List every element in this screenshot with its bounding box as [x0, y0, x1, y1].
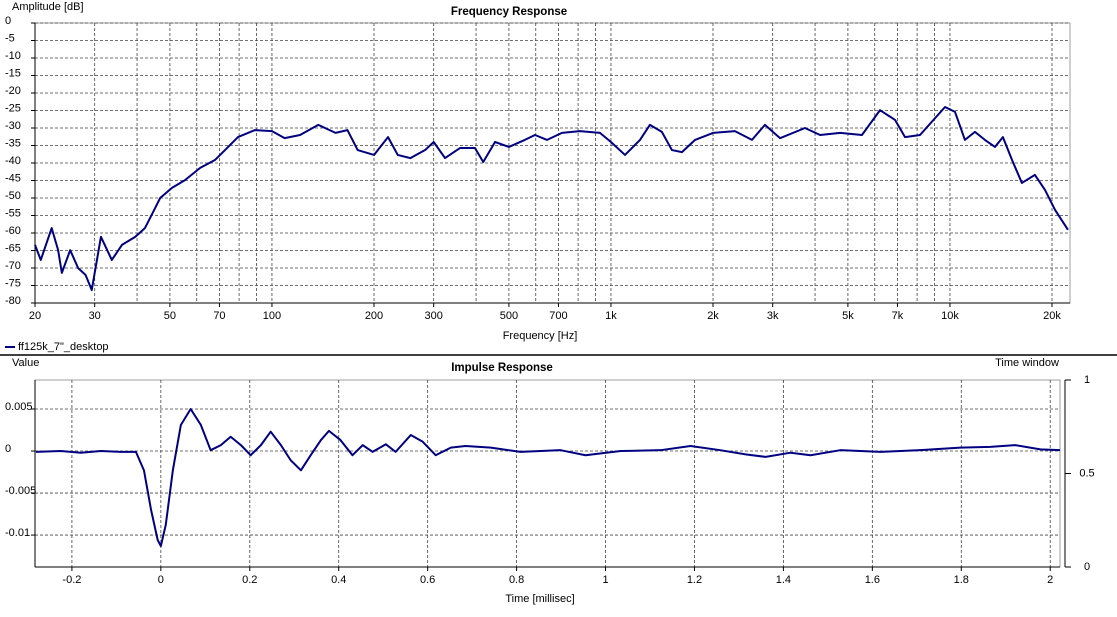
- data-line: [35, 408, 1061, 547]
- y-tick-label: -70: [5, 260, 21, 272]
- x-tick-label: -0.2: [62, 574, 81, 586]
- y-tick-label: -65: [5, 242, 21, 254]
- x-tick-label: 5k: [842, 310, 854, 322]
- y-tick-label: -60: [5, 225, 21, 237]
- y-tick-label: -0.01: [5, 527, 30, 539]
- x-tick-label: 1.2: [687, 574, 702, 586]
- plot-area: [34, 379, 1061, 568]
- x-tick-label: 0.6: [420, 574, 435, 586]
- x-tick-label: 0.4: [331, 574, 346, 586]
- y-tick-label: -50: [5, 190, 21, 202]
- chart-title: Frequency Response: [451, 6, 567, 18]
- x-tick-label: 500: [500, 310, 518, 322]
- y-tick-label: -5: [5, 32, 15, 44]
- y-tick-label: -75: [5, 277, 21, 289]
- x-tick-label: 50: [164, 310, 176, 322]
- y-tick-label: -20: [5, 85, 21, 97]
- x-tick-label: 2k: [707, 310, 719, 322]
- chart-title: Impulse Response: [451, 362, 553, 374]
- y-tick-label: -55: [5, 207, 21, 219]
- y-axis-label: Value: [12, 357, 39, 369]
- y-tick-label: -35: [5, 137, 21, 149]
- x-tick-label: 1.6: [865, 574, 880, 586]
- y-tick-label: 0: [5, 15, 11, 27]
- y2-tick-label: 0.5: [1079, 467, 1094, 479]
- x-tick-label: 300: [425, 310, 443, 322]
- x-tick-label: 10k: [941, 310, 959, 322]
- x-tick-label: 3k: [767, 310, 779, 322]
- x-tick-label: 0.8: [509, 574, 524, 586]
- y-tick-label: -25: [5, 102, 21, 114]
- x-tick-label: 0.2: [242, 574, 257, 586]
- y-axis-label: Amplitude [dB]: [12, 1, 84, 13]
- x-tick-label: 30: [89, 310, 101, 322]
- x-tick-label: 20k: [1043, 310, 1061, 322]
- x-tick-label: 700: [549, 310, 567, 322]
- y-tick-label: -80: [5, 295, 21, 307]
- x-tick-label: 7k: [892, 310, 904, 322]
- y2-axis-label: Time window: [995, 357, 1059, 369]
- x-tick-label: 70: [213, 310, 225, 322]
- y-tick-label: -10: [5, 50, 21, 62]
- y-tick-label: 0.005: [5, 401, 33, 413]
- y-tick-label: 0: [5, 443, 11, 455]
- y-tick-label: -45: [5, 172, 21, 184]
- x-tick-label: 1.8: [954, 574, 969, 586]
- y-tick-label: -40: [5, 155, 21, 167]
- y2-tick-label: 1: [1084, 374, 1090, 386]
- x-tick-label: 20: [29, 310, 41, 322]
- x-tick-label: 200: [365, 310, 383, 322]
- x-tick-label: 0: [158, 574, 164, 586]
- x-axis-label: Frequency [Hz]: [503, 330, 578, 342]
- y2-tick-label: 0: [1084, 561, 1090, 573]
- y-tick-label: -30: [5, 120, 21, 132]
- x-tick-label: 2: [1047, 574, 1053, 586]
- x-tick-label: 1: [602, 574, 608, 586]
- x-axis-label: Time [millisec]: [505, 593, 574, 605]
- x-tick-label: 1.4: [776, 574, 791, 586]
- x-tick-label: 1k: [605, 310, 617, 322]
- x-tick-label: 100: [263, 310, 281, 322]
- y-tick-label: -0.005: [5, 485, 36, 497]
- legend-label: ff125k_7"_desktop: [18, 341, 109, 353]
- y-tick-label: -15: [5, 67, 21, 79]
- data-line: [34, 106, 1069, 292]
